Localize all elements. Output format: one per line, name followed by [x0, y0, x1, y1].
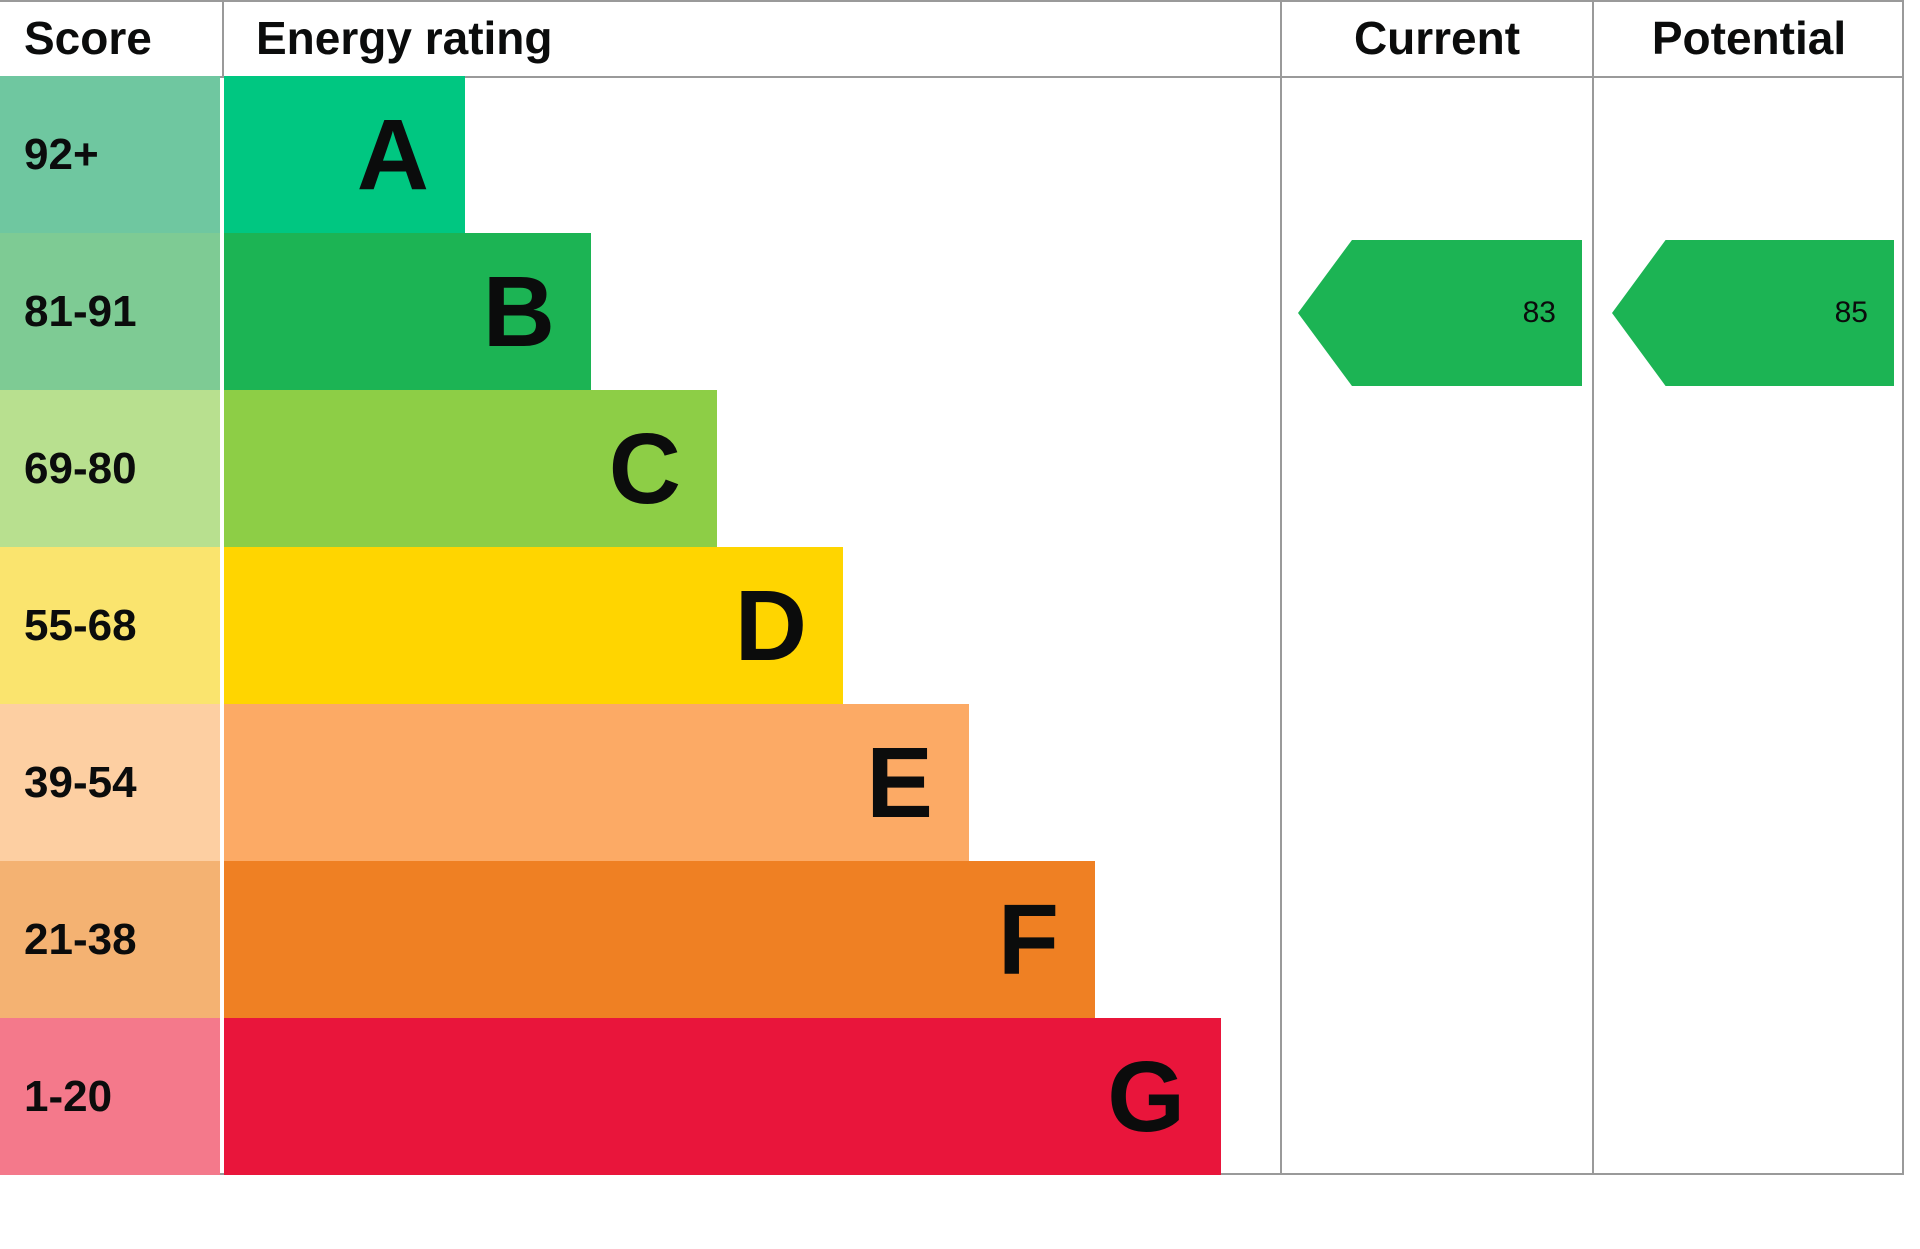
energy-rating-header: Energy rating	[256, 12, 553, 64]
band-row-e: 39-54 E	[0, 704, 1904, 861]
current-column-divider	[1280, 0, 1282, 1175]
potential-header: Potential	[1651, 12, 1847, 64]
rating-bar-a: A	[224, 76, 465, 233]
score-header: Score	[24, 12, 152, 64]
band-row-f: 21-38 F	[0, 861, 1904, 1018]
rating-bar-b: B	[224, 233, 591, 390]
score-column-divider	[222, 0, 224, 76]
score-range-label: 21-38	[24, 914, 137, 964]
score-range-label: 1-20	[24, 1071, 113, 1121]
band-letter: D	[734, 569, 807, 682]
score-range-label: 39-54	[24, 757, 137, 807]
score-swatch-c: 69-80	[0, 390, 220, 547]
rating-bar-d: D	[224, 547, 843, 704]
current-rating-value: 83	[1522, 296, 1556, 329]
band-row-g: 1-20 G	[0, 1018, 1904, 1175]
rating-bar-e: E	[224, 704, 969, 861]
right-border-line	[1902, 0, 1904, 1175]
score-swatch-e: 39-54	[0, 704, 220, 861]
current-header: Current	[1353, 12, 1521, 64]
score-range-label: 81-91	[24, 286, 137, 336]
score-swatch-a: 92+	[0, 76, 220, 233]
band-row-c: 69-80 C	[0, 390, 1904, 547]
band-row-a: 92+ A	[0, 76, 1904, 233]
score-swatch-g: 1-20	[0, 1018, 220, 1175]
score-range-label: 55-68	[24, 600, 137, 650]
band-letter: A	[356, 98, 429, 211]
score-swatch-b: 81-91	[0, 233, 220, 390]
score-range-label: 69-80	[24, 443, 137, 493]
band-row-d: 55-68 D	[0, 547, 1904, 704]
score-swatch-f: 21-38	[0, 861, 220, 1018]
band-letter: C	[608, 412, 681, 525]
rating-bar-g: G	[224, 1018, 1221, 1175]
current-rating-arrow: 83	[1298, 240, 1582, 386]
rating-bar-f: F	[224, 861, 1095, 1018]
score-swatch-d: 55-68	[0, 547, 220, 704]
band-letter: B	[482, 255, 555, 368]
score-range-label: 92+	[24, 129, 99, 179]
top-border-line	[0, 0, 1904, 2]
header-underline	[0, 76, 1904, 78]
potential-rating-arrow: 85	[1612, 240, 1894, 386]
band-letter: E	[866, 726, 933, 839]
band-letter: G	[1107, 1040, 1185, 1153]
potential-rating-value: 85	[1834, 296, 1868, 329]
potential-column-divider	[1592, 0, 1594, 1175]
band-row-b: 81-91 B	[0, 233, 1904, 390]
rating-bar-c: C	[224, 390, 717, 547]
band-letter: F	[997, 883, 1059, 996]
